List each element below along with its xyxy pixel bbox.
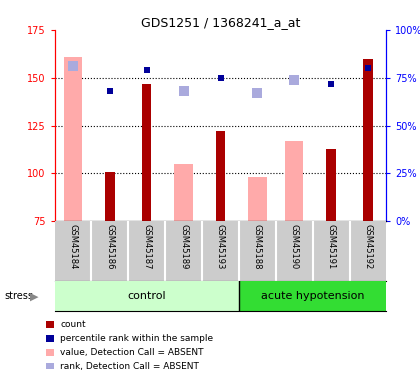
Bar xyxy=(363,59,373,221)
Text: GSM45186: GSM45186 xyxy=(105,224,114,270)
Bar xyxy=(239,281,386,311)
Text: GSM45187: GSM45187 xyxy=(142,224,151,270)
Bar xyxy=(174,164,193,221)
Text: GSM45188: GSM45188 xyxy=(253,224,262,270)
Bar xyxy=(55,281,239,311)
Text: GSM45184: GSM45184 xyxy=(68,224,78,270)
Text: stress: stress xyxy=(4,291,33,301)
Text: GSM45193: GSM45193 xyxy=(216,224,225,270)
Bar xyxy=(105,171,115,221)
Text: percentile rank within the sample: percentile rank within the sample xyxy=(60,334,213,343)
Bar xyxy=(285,141,304,221)
Title: GDS1251 / 1368241_a_at: GDS1251 / 1368241_a_at xyxy=(141,16,300,29)
Bar xyxy=(216,131,225,221)
Text: acute hypotension: acute hypotension xyxy=(261,291,365,301)
Text: control: control xyxy=(127,291,166,301)
Bar xyxy=(326,148,336,221)
Text: rank, Detection Call = ABSENT: rank, Detection Call = ABSENT xyxy=(60,362,199,370)
Text: GSM45189: GSM45189 xyxy=(179,224,188,270)
Text: GSM45191: GSM45191 xyxy=(327,224,336,270)
Text: ▶: ▶ xyxy=(30,291,39,301)
Text: count: count xyxy=(60,320,86,329)
Bar xyxy=(248,177,267,221)
Bar xyxy=(64,57,82,221)
Text: GSM45192: GSM45192 xyxy=(363,224,373,270)
Text: GSM45190: GSM45190 xyxy=(290,224,299,270)
Text: value, Detection Call = ABSENT: value, Detection Call = ABSENT xyxy=(60,348,204,357)
Bar xyxy=(142,84,151,221)
